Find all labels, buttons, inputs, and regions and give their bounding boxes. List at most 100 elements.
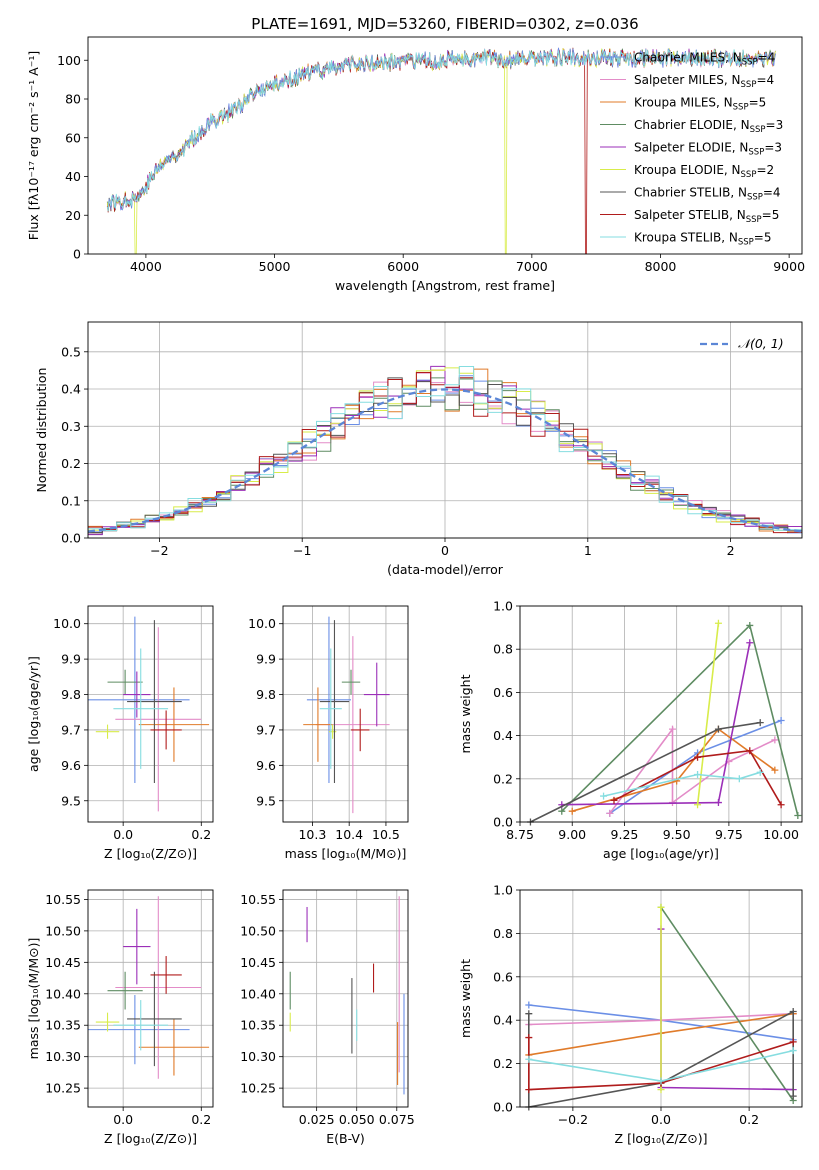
x-tick-label: 0.0 — [113, 827, 133, 842]
weight-line-chabrier-miles — [609, 719, 782, 815]
y-tick-label: 10.0 — [248, 616, 276, 631]
x-tick-label: −1 — [293, 543, 311, 558]
weight-marker — [735, 775, 743, 783]
y-tick-label: 10.40 — [45, 986, 81, 1001]
errorbar-point — [127, 971, 182, 1067]
weight-marker — [525, 1010, 533, 1018]
age-vs-metallicity-panel: 0.0 0.2 9.5 9.6 9.7 9.8 9.9 10.0 Z [log₁₀(Z/Z⊙)]… — [26, 605, 214, 861]
x-tick-label: −2 — [150, 543, 168, 558]
x-tick-label: 2 — [727, 543, 735, 558]
x-axis-label: mass [log₁₀(M/M⊙)] — [285, 846, 407, 861]
weight-line-salpeter-stelib — [613, 749, 782, 806]
y-tick-label: 1.0 — [493, 883, 513, 898]
y-tick-label: 0.0 — [493, 1100, 513, 1115]
y-tick-label: 0.0 — [493, 815, 513, 830]
y-tick-label: 9.8 — [256, 687, 276, 702]
weight-marker — [746, 621, 754, 629]
y-tick-label: 9.9 — [61, 652, 81, 667]
y-tick-label: 80 — [65, 92, 81, 107]
weight-marker — [525, 1055, 533, 1063]
x-axis-label: age [log₁₀(age/yr)] — [603, 846, 719, 861]
legend-entry: Kroupa ELODIE, NSSP=2 — [634, 163, 774, 180]
weight-marker — [746, 639, 754, 647]
weight-marker — [657, 1086, 665, 1094]
errorbar-point — [88, 616, 190, 784]
errorbar-point — [127, 620, 182, 784]
errorbar-point — [115, 896, 202, 1079]
x-axis-label: Z [log₁₀(Z/Z⊙)] — [615, 1131, 708, 1146]
weight-marker — [714, 619, 722, 627]
weight-marker — [525, 1034, 533, 1042]
y-tick-label: 10.25 — [240, 1081, 276, 1096]
y-tick-label: 0.4 — [493, 1013, 513, 1028]
weight-vs-metallicity-panel: −0.2 0.0 0.2 0.0 0.2 0.4 0.6 0.8 1.0 Z [log₁₀(Z/Z… — [458, 883, 803, 1146]
weight-marker — [606, 809, 614, 817]
weight-marker — [771, 766, 779, 774]
weight-marker — [694, 753, 702, 761]
weight-marker — [746, 747, 754, 755]
x-axis-label: wavelength [Angstrom, rest frame] — [335, 278, 555, 293]
weight-marker — [794, 812, 802, 820]
y-tick-label: 1.0 — [493, 599, 513, 614]
errorbar-point — [319, 620, 350, 784]
y-tick-label: 0.3 — [61, 419, 81, 434]
errorbar-point — [341, 669, 361, 695]
y-tick-label: 10.50 — [240, 923, 276, 938]
normal-curve — [88, 388, 802, 533]
y-tick-label: 100 — [57, 53, 81, 68]
legend-entry: Chabrier MILES, NSSP=4 — [634, 51, 775, 68]
y-tick-label: 10.45 — [240, 955, 276, 970]
legend-entry: Salpeter ELODIE, NSSP=3 — [634, 141, 782, 158]
weight-marker — [694, 770, 702, 778]
errorbar-point — [115, 627, 202, 812]
x-tick-label: −0.2 — [558, 1112, 588, 1127]
x-tick-label: 6000 — [387, 259, 419, 274]
x-tick-label: 9.00 — [558, 827, 586, 842]
axes-frame — [87, 605, 214, 823]
axes-frame — [519, 605, 803, 823]
weight-marker — [756, 768, 764, 776]
y-axis-label: age [log₁₀(age/yr)] — [26, 656, 41, 772]
weight-marker — [789, 1038, 797, 1046]
y-tick-label: 40 — [65, 169, 81, 184]
y-tick-label: 0.6 — [493, 685, 513, 700]
mass-vs-metallicity-panel: 0.0 0.2 10.25 10.30 10.35 10.40 10.45 10.50 10.5… — [26, 889, 214, 1146]
x-axis-label: Z [log₁₀(Z/Z⊙)] — [104, 1131, 197, 1146]
weight-marker — [525, 1001, 533, 1009]
y-tick-label: 9.5 — [61, 793, 81, 808]
x-tick-label: 4000 — [130, 259, 162, 274]
weight-marker — [558, 807, 566, 815]
x-tick-label: 0 — [441, 543, 449, 558]
axes-frame — [282, 605, 409, 823]
errorbar-point — [107, 669, 143, 695]
x-axis-label: Z [log₁₀(Z/Z⊙)] — [104, 846, 197, 861]
y-tick-label: 10.45 — [45, 955, 81, 970]
errorbar-point — [319, 648, 342, 769]
weight-marker — [525, 1086, 533, 1094]
errorbar-point — [88, 995, 190, 1065]
errorbar-point — [123, 671, 151, 718]
legend-entry: Salpeter STELIB, NSSP=5 — [634, 208, 779, 225]
y-tick-label: 10.50 — [45, 923, 81, 938]
y-tick-label: 10.0 — [53, 616, 81, 631]
y-tick-label: 10.25 — [45, 1081, 81, 1096]
weight-marker — [668, 725, 676, 733]
errorbar-point — [328, 724, 337, 739]
x-tick-label: 10.00 — [763, 827, 799, 842]
weight-marker — [789, 1092, 797, 1100]
x-axis-label: (data-model)/error — [387, 562, 504, 577]
y-tick-label: 9.7 — [61, 722, 81, 737]
legend-entry: Kroupa STELIB, NSSP=5 — [634, 231, 772, 248]
legend-entry: Kroupa MILES, NSSP=5 — [634, 96, 766, 113]
legend-entry: 𝒩(0, 1) — [738, 336, 784, 351]
mass-vs-ebv-panel: 0.025 0.050 0.075 10.25 10.30 10.35 10.40 10.45… — [240, 889, 415, 1146]
errorbar-point — [306, 616, 352, 784]
weight-marker — [657, 1077, 665, 1085]
weight-marker — [771, 736, 779, 744]
y-tick-label: 0.2 — [493, 1056, 513, 1071]
x-tick-label: 9.75 — [715, 827, 743, 842]
y-axis-label: Flux [fλ10⁻¹⁷ erg cm⁻² s⁻¹ A⁻¹] — [26, 51, 41, 240]
y-tick-label: 0.8 — [493, 926, 513, 941]
errorbar-point — [95, 1012, 120, 1032]
